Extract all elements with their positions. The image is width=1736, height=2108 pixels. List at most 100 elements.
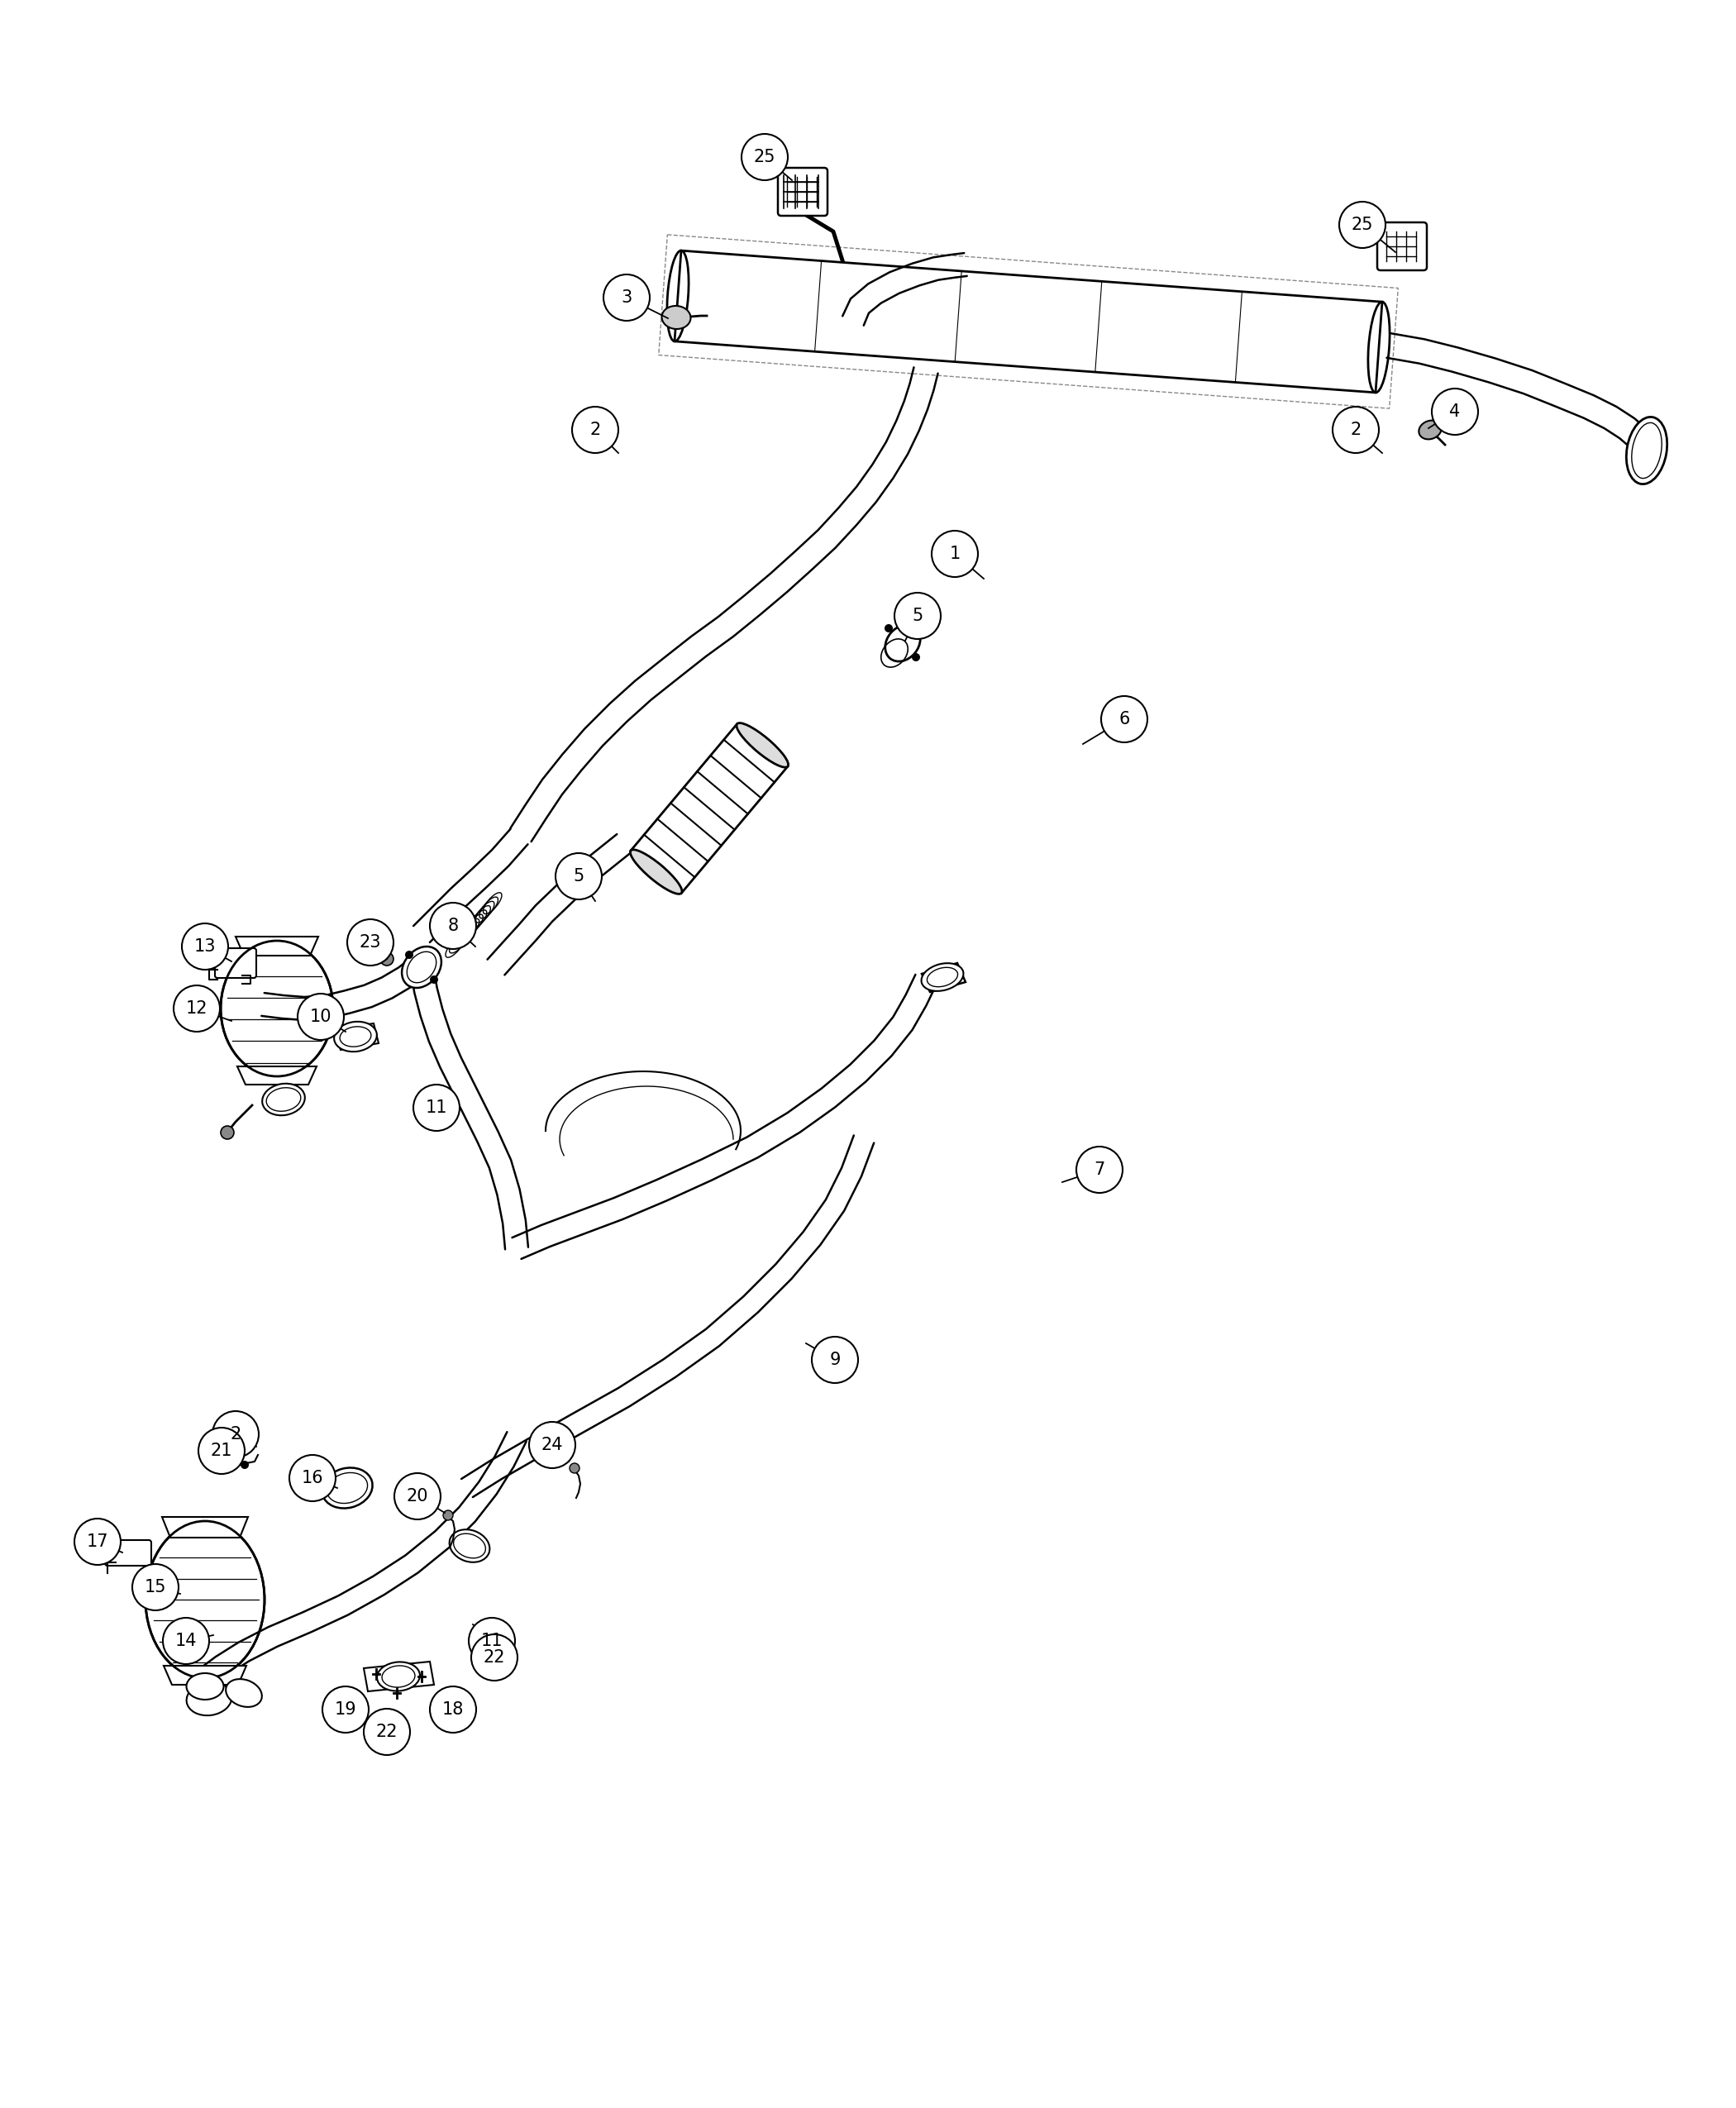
Text: 2: 2 [1351,422,1361,438]
Text: 11: 11 [425,1100,448,1115]
Ellipse shape [661,306,691,329]
Polygon shape [842,253,967,325]
Polygon shape [510,367,937,841]
Text: 3: 3 [621,289,632,306]
Ellipse shape [163,1617,208,1663]
Circle shape [443,1509,453,1520]
Ellipse shape [573,407,618,453]
Polygon shape [512,974,936,1258]
Polygon shape [262,957,427,1020]
Text: 20: 20 [406,1488,429,1505]
Text: 25: 25 [1351,217,1373,234]
Circle shape [404,951,413,959]
Polygon shape [198,1431,526,1686]
Polygon shape [675,251,1382,392]
Ellipse shape [226,1680,262,1707]
Ellipse shape [1076,1147,1123,1193]
Ellipse shape [470,1634,517,1680]
Ellipse shape [630,850,682,894]
Ellipse shape [431,1686,476,1733]
Text: 13: 13 [194,938,215,955]
Polygon shape [1387,333,1656,455]
Ellipse shape [186,1674,224,1699]
Ellipse shape [75,1518,122,1564]
FancyBboxPatch shape [104,1541,151,1566]
Ellipse shape [347,919,394,965]
Text: 4: 4 [1450,403,1460,419]
FancyBboxPatch shape [215,949,257,978]
Text: 25: 25 [753,150,776,164]
Text: 21: 21 [210,1442,233,1459]
Ellipse shape [220,940,333,1077]
Ellipse shape [186,1682,233,1716]
Text: 7: 7 [1094,1162,1104,1178]
Ellipse shape [932,531,977,578]
Ellipse shape [529,1423,575,1467]
Circle shape [431,976,437,984]
Ellipse shape [401,946,441,989]
Text: 12: 12 [186,1001,208,1016]
Ellipse shape [323,1686,368,1733]
Circle shape [380,953,394,965]
Text: 14: 14 [175,1634,196,1648]
Polygon shape [410,965,528,1250]
Text: 23: 23 [359,934,382,951]
Ellipse shape [812,1336,858,1383]
Ellipse shape [394,1473,441,1520]
Ellipse shape [1338,202,1385,249]
Ellipse shape [1432,388,1477,434]
Ellipse shape [377,1661,420,1691]
Text: 6: 6 [1118,710,1130,727]
Circle shape [241,1461,248,1469]
FancyBboxPatch shape [778,169,828,215]
Polygon shape [630,723,788,894]
Polygon shape [161,1518,248,1537]
Text: 18: 18 [443,1701,464,1718]
Polygon shape [922,963,965,993]
Text: 11: 11 [481,1634,503,1648]
Circle shape [220,1126,234,1138]
Polygon shape [365,1661,434,1691]
Polygon shape [236,936,318,955]
Ellipse shape [182,923,227,970]
Text: 10: 10 [309,1008,332,1024]
Ellipse shape [469,1617,516,1663]
Text: 1: 1 [950,546,960,563]
Ellipse shape [290,1455,335,1501]
Text: 2: 2 [590,422,601,438]
Text: 5: 5 [573,868,583,885]
Ellipse shape [1418,419,1441,438]
Text: 15: 15 [144,1579,167,1596]
Polygon shape [335,1022,378,1050]
Ellipse shape [450,1530,490,1562]
Ellipse shape [741,135,788,179]
Ellipse shape [556,854,602,900]
Text: 8: 8 [448,917,458,934]
Text: 22: 22 [483,1648,505,1665]
Circle shape [885,624,892,632]
Ellipse shape [146,1522,264,1678]
Polygon shape [238,1067,316,1086]
Text: 2: 2 [231,1425,241,1442]
Ellipse shape [885,624,920,662]
Polygon shape [488,835,632,974]
Ellipse shape [1627,417,1667,485]
Ellipse shape [297,993,344,1039]
Ellipse shape [894,592,941,639]
Ellipse shape [321,1467,373,1509]
Ellipse shape [262,1084,306,1115]
Text: 24: 24 [542,1438,562,1452]
Text: 17: 17 [87,1533,108,1549]
Ellipse shape [1333,407,1378,453]
Polygon shape [163,1665,247,1684]
Ellipse shape [174,984,220,1031]
FancyBboxPatch shape [1377,221,1427,270]
Text: 5: 5 [911,607,924,624]
Ellipse shape [365,1710,410,1756]
Circle shape [569,1463,580,1473]
Text: 22: 22 [377,1724,398,1739]
Polygon shape [462,1136,873,1497]
Ellipse shape [333,1022,377,1052]
Text: 9: 9 [830,1351,840,1368]
Text: 19: 19 [335,1701,356,1718]
